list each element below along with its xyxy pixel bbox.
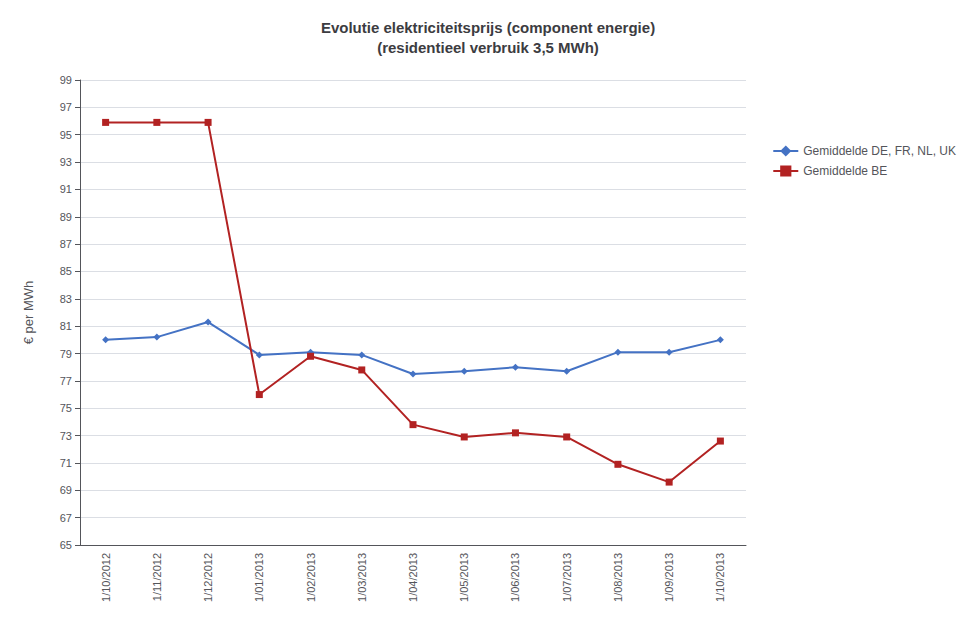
svg-text:1/05/2013: 1/05/2013 [458, 553, 470, 602]
svg-text:97: 97 [60, 101, 72, 113]
svg-text:81: 81 [60, 320, 72, 332]
svg-text:77: 77 [60, 375, 72, 387]
svg-text:(residentieel verbruik 3,5 MWh: (residentieel verbruik 3,5 MWh) [377, 39, 599, 56]
svg-text:67: 67 [60, 512, 72, 524]
svg-text:93: 93 [60, 156, 72, 168]
svg-text:€ per MWh: € per MWh [21, 281, 36, 345]
svg-text:89: 89 [60, 211, 72, 223]
svg-text:Gemiddelde DE, FR, NL, UK: Gemiddelde DE, FR, NL, UK [803, 144, 956, 158]
svg-text:1/03/2013: 1/03/2013 [356, 553, 368, 602]
svg-text:73: 73 [60, 430, 72, 442]
svg-text:1/02/2013: 1/02/2013 [305, 553, 317, 602]
svg-text:87: 87 [60, 238, 72, 250]
svg-text:1/12/2012: 1/12/2012 [202, 553, 214, 602]
svg-text:1/04/2013: 1/04/2013 [407, 553, 419, 602]
svg-text:1/07/2013: 1/07/2013 [561, 553, 573, 602]
svg-text:1/01/2013: 1/01/2013 [253, 553, 265, 602]
svg-text:Evolutie elektriciteitsprijs (: Evolutie elektriciteitsprijs (component … [321, 19, 655, 36]
svg-text:1/06/2013: 1/06/2013 [509, 553, 521, 602]
svg-text:91: 91 [60, 183, 72, 195]
svg-text:1/08/2013: 1/08/2013 [612, 553, 624, 602]
svg-text:1/11/2012: 1/11/2012 [151, 553, 163, 601]
svg-text:1/10/2012: 1/10/2012 [100, 553, 112, 602]
svg-text:75: 75 [60, 402, 72, 414]
svg-text:69: 69 [60, 484, 72, 496]
svg-text:Gemiddelde BE: Gemiddelde BE [803, 164, 887, 178]
svg-text:71: 71 [60, 457, 72, 469]
svg-text:99: 99 [60, 74, 72, 86]
svg-text:85: 85 [60, 265, 72, 277]
svg-text:95: 95 [60, 129, 72, 141]
svg-text:83: 83 [60, 293, 72, 305]
svg-text:1/09/2013: 1/09/2013 [663, 553, 675, 602]
svg-text:79: 79 [60, 348, 72, 360]
svg-text:1/10/2013: 1/10/2013 [714, 553, 726, 602]
svg-text:65: 65 [60, 539, 72, 551]
